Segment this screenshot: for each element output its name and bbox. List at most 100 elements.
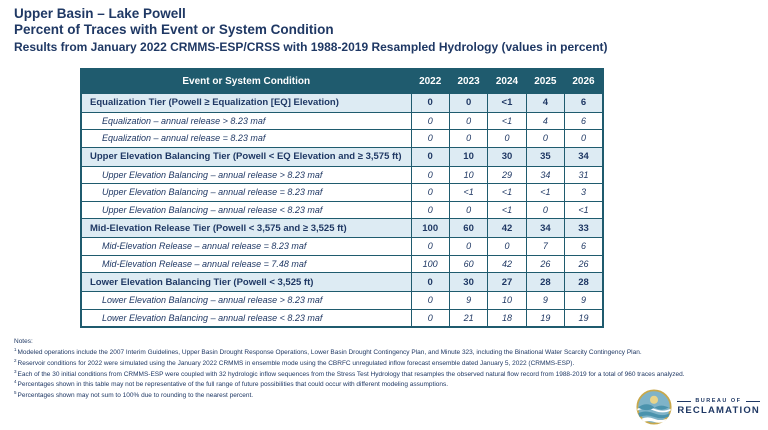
- row-value: <1: [487, 111, 527, 130]
- row-label: Lower Elevation Balancing – annual relea…: [80, 291, 412, 310]
- notes-list: 1Modeled operations include the 2007 Int…: [14, 347, 720, 400]
- row-value: 26: [564, 254, 604, 273]
- note-item: 2Reservoir conditions for 2022 were simu…: [14, 358, 720, 369]
- row-value: <1: [525, 183, 566, 202]
- row-value: 100: [410, 254, 450, 273]
- row-value: 0: [564, 129, 604, 148]
- logo-dash-left: [677, 400, 692, 402]
- header-year-column: 2022: [410, 68, 450, 94]
- sub-row: Upper Elevation Balancing – annual relea…: [80, 200, 604, 219]
- note-number: 5: [14, 389, 17, 395]
- row-value: <1: [564, 200, 604, 219]
- row-value: 0: [410, 291, 450, 310]
- title-block: Upper Basin – Lake Powell Percent of Tra…: [14, 6, 608, 54]
- row-value: 27: [487, 272, 527, 292]
- tier-row: Equalization Tier (Powell ≥ Equalization…: [80, 92, 604, 113]
- row-value: 33: [564, 218, 604, 238]
- row-value: 10: [448, 146, 489, 167]
- row-value: 34: [525, 218, 566, 238]
- row-value: <1: [487, 183, 527, 202]
- row-value: <1: [487, 92, 527, 113]
- row-value: 0: [448, 111, 489, 130]
- reclamation-logo-icon: [636, 389, 672, 425]
- row-value: 30: [448, 272, 489, 292]
- header-year-column: 2024: [487, 68, 527, 94]
- title-line2: Percent of Traces with Event or System C…: [14, 21, 334, 37]
- note-item: 5Percentages shown may not sum to 100% d…: [14, 390, 720, 401]
- row-value: 10: [487, 291, 527, 310]
- row-value: 100: [410, 218, 450, 238]
- row-value: 6: [564, 92, 604, 113]
- title-line1: Upper Basin – Lake Powell: [14, 6, 186, 21]
- row-value: 19: [564, 308, 604, 327]
- row-value: 0: [448, 200, 489, 219]
- row-value: 31: [564, 165, 604, 184]
- row-value: 9: [525, 291, 566, 310]
- row-value: 60: [448, 254, 489, 273]
- row-value: 7: [525, 237, 566, 256]
- note-text: Modeled operations include the 2007 Inte…: [17, 349, 642, 357]
- row-value: 9: [448, 291, 489, 310]
- row-label: Upper Elevation Balancing – annual relea…: [80, 183, 412, 202]
- row-value: 6: [564, 111, 604, 130]
- tier-row: Mid-Elevation Release Tier (Powell < 3,5…: [80, 218, 604, 238]
- row-value: 9: [564, 291, 604, 310]
- table-body: Equalization Tier (Powell ≥ Equalization…: [80, 92, 604, 327]
- tier-row: Upper Elevation Balancing Tier (Powell <…: [80, 146, 604, 167]
- row-value: 6: [564, 237, 604, 256]
- table-header-row: Event or System Condition 2022 2023 2024 202…: [80, 68, 604, 94]
- tier-row: Lower Elevation Balancing Tier (Powell <…: [80, 272, 604, 292]
- note-number: 2: [14, 358, 17, 364]
- logo-bureau-of: BUREAU OF: [677, 398, 760, 404]
- row-value: 0: [410, 165, 450, 184]
- note-text: Each of the 30 initial conditions from C…: [17, 370, 685, 378]
- row-value: 0: [410, 129, 450, 148]
- sub-row: Equalization – annual release > 8.23 maf…: [80, 111, 604, 130]
- row-value: 34: [525, 165, 566, 184]
- row-value: 60: [448, 218, 489, 238]
- row-value: 19: [525, 308, 566, 327]
- sub-row: Lower Elevation Balancing – annual relea…: [80, 308, 604, 327]
- row-value: 0: [448, 92, 489, 113]
- row-value: 0: [410, 200, 450, 219]
- row-value: <1: [487, 200, 527, 219]
- row-label: Equalization Tier (Powell ≥ Equalization…: [80, 92, 412, 113]
- logo-text: BUREAU OF RECLAMATION: [677, 398, 760, 416]
- row-value: 4: [525, 111, 566, 130]
- row-label: Mid-Elevation Release – annual release =…: [80, 237, 412, 256]
- note-number: 1: [14, 347, 17, 353]
- row-value: 42: [487, 254, 527, 273]
- row-label: Mid-Elevation Release – annual release =…: [80, 254, 412, 273]
- note-text: Reservoir conditions for 2022 were simul…: [17, 360, 575, 368]
- row-label: Equalization – annual release = 8.23 maf: [80, 129, 412, 148]
- row-value: 21: [448, 308, 489, 327]
- note-number: 4: [14, 379, 17, 385]
- row-label: Lower Elevation Balancing Tier (Powell <…: [80, 272, 412, 292]
- row-value: 0: [448, 129, 489, 148]
- row-label: Upper Elevation Balancing – annual relea…: [80, 165, 412, 184]
- logo-line1-label: BUREAU OF: [695, 398, 742, 404]
- row-value: 35: [525, 146, 566, 167]
- row-value: 0: [525, 129, 566, 148]
- row-value: 42: [487, 218, 527, 238]
- note-item: 4Percentages shown in this table may not…: [14, 379, 720, 390]
- row-value: <1: [448, 183, 489, 202]
- logo-dash-right: [745, 400, 760, 402]
- row-value: 26: [525, 254, 566, 273]
- row-value: 0: [410, 92, 450, 113]
- row-label: Mid-Elevation Release Tier (Powell < 3,5…: [80, 218, 412, 238]
- results-table: Event or System Condition 2022 2023 2024 202…: [80, 68, 604, 328]
- row-value: 0: [410, 146, 450, 167]
- sub-row: Upper Elevation Balancing – annual relea…: [80, 183, 604, 202]
- row-value: 18: [487, 308, 527, 327]
- note-item: 1Modeled operations include the 2007 Int…: [14, 347, 720, 358]
- reclamation-logo: BUREAU OF RECLAMATION: [636, 389, 760, 425]
- subtitle: Results from January 2022 CRMMS-ESP/CRSS…: [14, 39, 608, 54]
- sub-row: Equalization – annual release = 8.23 maf…: [80, 129, 604, 148]
- header-year-column: 2026: [564, 68, 604, 94]
- row-value: 30: [487, 146, 527, 167]
- header-year-column: 2025: [525, 68, 566, 94]
- sub-row: Mid-Elevation Release – annual release =…: [80, 254, 604, 273]
- note-text: Percentages shown in this table may not …: [17, 381, 449, 389]
